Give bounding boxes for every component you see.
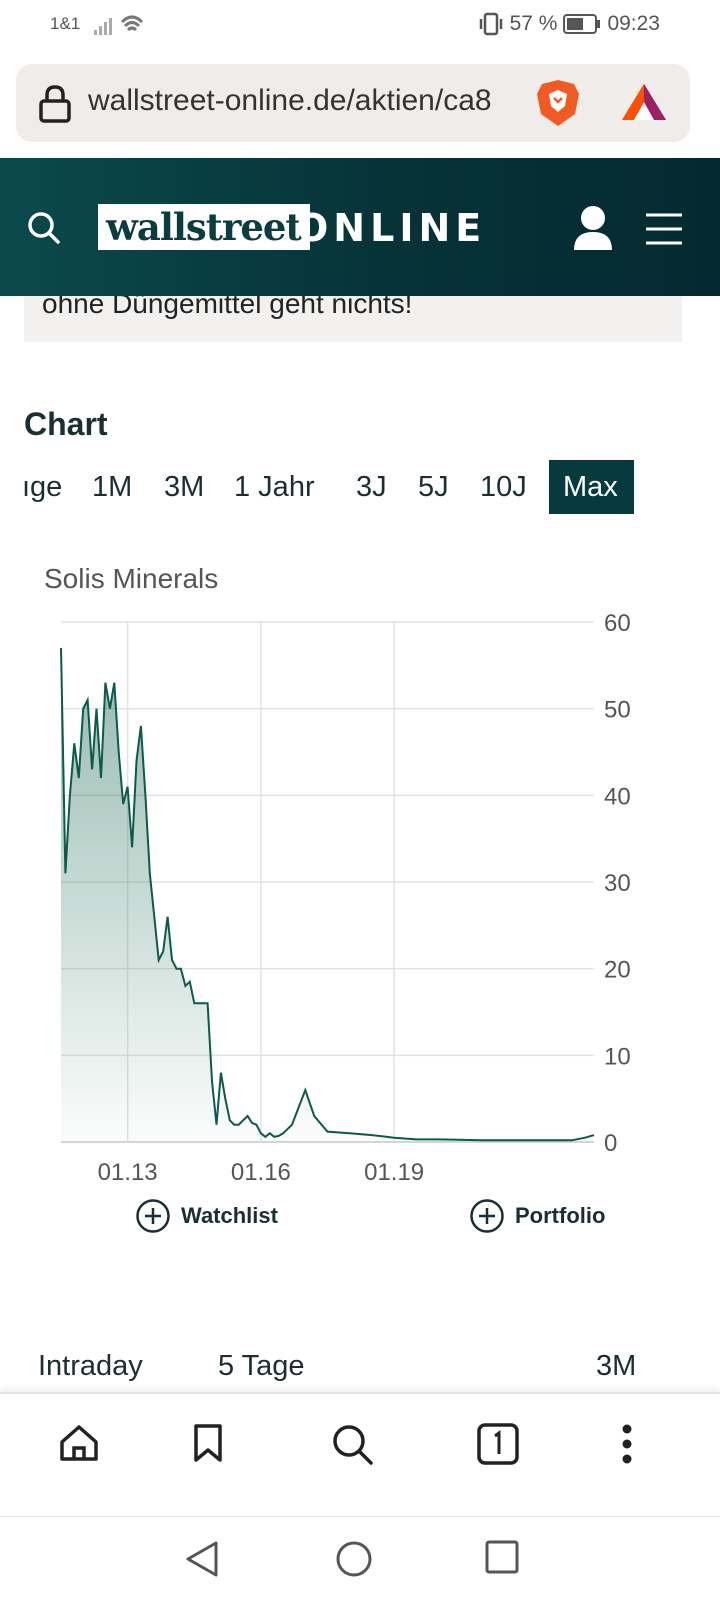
home-nav-icon[interactable] — [334, 1539, 374, 1579]
x-axis: 01.13 01.16 01.19 — [98, 1159, 425, 1186]
perf-tab-3m[interactable]: 3M — [596, 1350, 637, 1382]
bookmark-icon[interactable] — [190, 1422, 226, 1464]
range-tab-5-tage[interactable]: ıge — [22, 471, 63, 503]
chart-range-tabs: ıge 1M 3M 1 Jahr 3J 5J 10J Max — [0, 460, 720, 516]
status-bar: 1&1 57 % 09:23 — [0, 0, 720, 52]
y-tick-label: 30 — [604, 870, 631, 897]
y-tick-label: 60 — [604, 610, 631, 637]
portfolio-label: Portfolio — [515, 1203, 606, 1228]
add-to-watchlist-button[interactable]: Watchlist — [135, 1198, 278, 1234]
range-tab-1m[interactable]: 1M — [92, 471, 133, 503]
recents-icon[interactable] — [484, 1539, 520, 1575]
user-account-icon[interactable] — [570, 204, 616, 252]
site-header: wallstreet ONLINE — [0, 158, 720, 296]
range-tab-3j[interactable]: 3J — [356, 471, 387, 503]
teaser-text: ohne Düngemittel geht nichts! — [42, 296, 413, 319]
battery-percent: 57 % — [509, 12, 558, 35]
y-tick-label: 50 — [604, 697, 631, 724]
tabs-count-icon[interactable] — [476, 1422, 520, 1466]
y-tick-label: 40 — [604, 783, 631, 810]
search-icon[interactable] — [26, 210, 62, 246]
y-axis: 0 10 20 30 40 50 60 — [604, 610, 631, 1157]
chart-title: Solis Minerals — [44, 563, 219, 594]
home-icon[interactable] — [58, 1422, 100, 1464]
back-icon[interactable] — [184, 1539, 220, 1579]
perf-tab-intraday[interactable]: Intraday — [38, 1350, 143, 1382]
url-text[interactable]: wallstreet-online.de/aktien/ca8 — [88, 84, 492, 117]
x-tick-label: 01.16 — [231, 1159, 291, 1186]
chart-line — [60, 647, 595, 1142]
carrier-label: 1&1 — [50, 14, 81, 33]
watchlist-label: Watchlist — [181, 1203, 278, 1228]
chart-area — [61, 648, 594, 1142]
search-icon[interactable] — [330, 1422, 376, 1468]
article-teaser[interactable]: ohne Düngemittel geht nichts! — [24, 296, 682, 342]
plus-circle-icon — [470, 1199, 504, 1233]
logo-wallstreet: wallstreet — [106, 205, 303, 249]
add-to-portfolio-button[interactable]: Portfolio — [469, 1198, 605, 1234]
more-options-icon[interactable] — [616, 1422, 638, 1466]
range-tab-10j[interactable]: 10J — [480, 471, 527, 503]
x-tick-label: 01.19 — [364, 1159, 424, 1186]
range-tab-max[interactable]: Max — [549, 460, 634, 514]
performance-tabs: Intraday 5 Tage 3M — [0, 1350, 720, 1390]
status-right: 57 % 09:23 — [478, 12, 660, 36]
browser-toolbar — [0, 1392, 720, 1516]
system-navigation-bar — [0, 1516, 720, 1600]
lock-icon — [39, 85, 71, 123]
brave-shield-icon[interactable] — [534, 78, 582, 128]
y-tick-label: 10 — [604, 1043, 631, 1070]
plus-circle-icon — [136, 1199, 170, 1233]
perf-tab-5-tage[interactable]: 5 Tage — [218, 1350, 305, 1382]
chart-heading: Chart — [24, 406, 108, 442]
range-tab-5j[interactable]: 5J — [418, 471, 449, 503]
brave-rewards-icon[interactable] — [620, 82, 668, 124]
logo-online: ONLINE — [296, 206, 487, 250]
hamburger-menu-icon[interactable] — [644, 212, 684, 246]
address-bar[interactable]: wallstreet-online.de/aktien/ca8 — [16, 64, 690, 142]
price-chart[interactable]: 0 10 20 30 40 50 60 01.13 01.16 01.19 — [0, 600, 720, 1190]
clock: 09:23 — [607, 12, 660, 35]
x-tick-label: 01.13 — [98, 1159, 158, 1186]
site-logo[interactable]: wallstreet — [98, 204, 310, 250]
battery-icon — [563, 14, 601, 34]
vibrate-icon — [479, 12, 502, 36]
y-tick-label: 0 — [604, 1130, 617, 1157]
y-tick-label: 20 — [604, 957, 631, 984]
signal-wifi-icon — [94, 15, 144, 35]
range-tab-1-jahr[interactable]: 1 Jahr — [234, 471, 315, 503]
range-tab-3m[interactable]: 3M — [164, 471, 205, 503]
